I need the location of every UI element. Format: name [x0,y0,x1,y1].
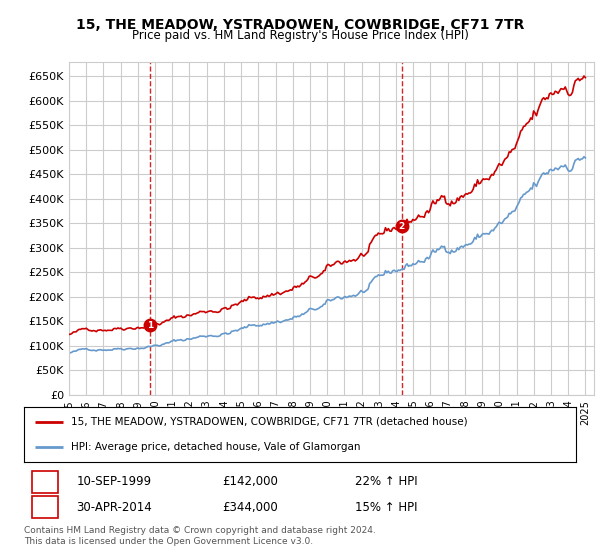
Text: Contains HM Land Registry data © Crown copyright and database right 2024.
This d: Contains HM Land Registry data © Crown c… [24,526,376,546]
Text: 22% ↑ HPI: 22% ↑ HPI [355,475,418,488]
Text: 10-SEP-1999: 10-SEP-1999 [76,475,152,488]
Text: 1: 1 [147,321,153,330]
FancyBboxPatch shape [32,471,58,493]
Text: £142,000: £142,000 [223,475,278,488]
Text: 2: 2 [398,222,405,231]
Text: HPI: Average price, detached house, Vale of Glamorgan: HPI: Average price, detached house, Vale… [71,442,361,452]
FancyBboxPatch shape [32,496,58,518]
Text: 2: 2 [41,502,49,512]
Text: £344,000: £344,000 [223,501,278,514]
Text: Price paid vs. HM Land Registry's House Price Index (HPI): Price paid vs. HM Land Registry's House … [131,29,469,42]
Text: 1: 1 [41,477,49,487]
Text: 15, THE MEADOW, YSTRADOWEN, COWBRIDGE, CF71 7TR: 15, THE MEADOW, YSTRADOWEN, COWBRIDGE, C… [76,18,524,32]
Text: 15, THE MEADOW, YSTRADOWEN, COWBRIDGE, CF71 7TR (detached house): 15, THE MEADOW, YSTRADOWEN, COWBRIDGE, C… [71,417,467,427]
Text: 30-APR-2014: 30-APR-2014 [76,501,152,514]
Text: 15% ↑ HPI: 15% ↑ HPI [355,501,418,514]
